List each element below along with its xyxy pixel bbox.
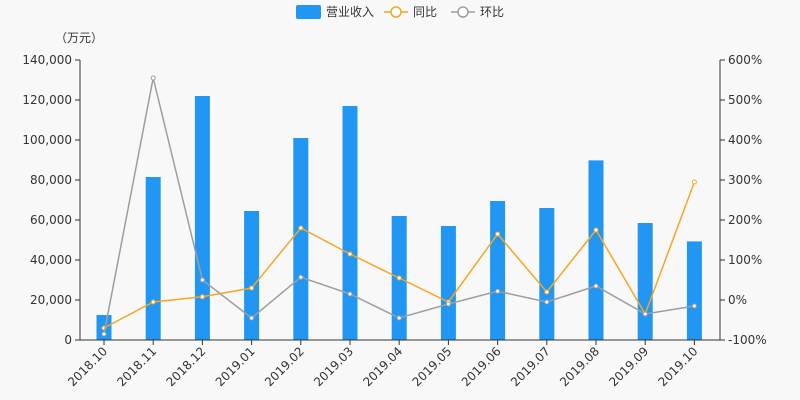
- mom-point: [298, 274, 304, 280]
- yoy-point: [396, 275, 402, 281]
- bar: [194, 96, 210, 340]
- mom-point: [199, 277, 205, 283]
- mom-point: [101, 331, 107, 337]
- mom-point: [544, 299, 550, 305]
- left-axis-tick-label: 140,000: [22, 53, 72, 67]
- mom-point: [249, 315, 255, 321]
- legend-marker-mom: [457, 6, 469, 18]
- bar: [440, 226, 456, 340]
- x-axis-tick-label: 2019.07: [508, 344, 553, 389]
- legend-label-revenue: 营业收入: [326, 5, 374, 19]
- bar: [637, 223, 653, 340]
- x-axis-tick-label: 2019.03: [311, 344, 356, 389]
- x-axis-tick-label: 2019.10: [656, 344, 701, 389]
- yoy-point: [347, 251, 353, 257]
- yoy-point: [150, 299, 156, 305]
- mom-point: [396, 315, 402, 321]
- yoy-point: [593, 227, 599, 233]
- x-axis-tick-label: 2019.01: [213, 344, 258, 389]
- x-axis-tick-label: 2019.08: [557, 344, 602, 389]
- mom-point: [347, 291, 353, 297]
- left-axis: 0 20,000 40,000 60,000 80,000 100,000 120,000 1…: [22, 53, 81, 347]
- x-axis-tick-label: 2019.02: [262, 344, 307, 389]
- mom-point: [445, 301, 451, 307]
- x-axis-tick-label: 2019.05: [410, 344, 455, 389]
- legend-bar-swatch: [296, 5, 321, 19]
- x-axis-tick-label: 2018.12: [164, 344, 209, 389]
- right-axis-tick-label: 600%: [728, 53, 762, 67]
- yoy-point: [298, 225, 304, 231]
- left-axis-tick-label: 0: [64, 333, 72, 347]
- bar: [588, 160, 604, 340]
- bar: [145, 177, 161, 340]
- yoy-point: [495, 231, 501, 237]
- mom-point: [593, 283, 599, 289]
- bar: [293, 138, 309, 340]
- mom-point: [642, 311, 648, 317]
- left-axis-tick-label: 60,000: [30, 213, 72, 227]
- yoy-point: [249, 285, 255, 291]
- legend-marker-yoy: [390, 6, 402, 18]
- right-axis-tick-label: 400%: [728, 133, 762, 147]
- line-series: [101, 75, 697, 337]
- bar: [686, 241, 702, 340]
- left-axis-tick-label: 100,000: [22, 133, 72, 147]
- right-axis-tick-label: 100%: [728, 253, 762, 267]
- right-axis-tick-label: 500%: [728, 93, 762, 107]
- mom-point: [691, 303, 697, 309]
- mom-point: [495, 288, 501, 294]
- right-axis-tick-label: 200%: [728, 213, 762, 227]
- legend-label-yoy: 同比: [413, 5, 437, 19]
- x-axis-tick-label: 2018.11: [114, 344, 159, 389]
- x-axis-tick-label: 2018.10: [65, 344, 110, 389]
- x-axis-tick-label: 2019.04: [360, 344, 405, 389]
- right-axis-tick-label: -100%: [728, 333, 767, 347]
- bar: [244, 211, 260, 340]
- yoy-point: [544, 289, 550, 295]
- bar: [490, 201, 506, 340]
- right-axis: -100% 0% 100% 200% 300% 400% 500% 600%: [719, 53, 767, 347]
- left-axis-tick-label: 80,000: [30, 173, 72, 187]
- right-axis-tick-label: 0%: [728, 293, 747, 307]
- yoy-point: [199, 294, 205, 300]
- x-axis: 2018.10 2018.11 2018.12 2019.01 2019.02 2019.…: [65, 339, 720, 389]
- legend: 营业收入 同比 环比: [296, 5, 504, 19]
- left-axis-tick-label: 40,000: [30, 253, 72, 267]
- bar: [342, 106, 358, 340]
- left-axis-tick-label: 120,000: [22, 93, 72, 107]
- legend-label-mom: 环比: [480, 5, 504, 19]
- left-axis-tick-label: 20,000: [30, 293, 72, 307]
- x-axis-tick-label: 2019.09: [606, 344, 651, 389]
- unit-label: （万元）: [55, 31, 103, 45]
- mom-point: [150, 75, 156, 81]
- x-axis-tick-label: 2019.06: [459, 344, 504, 389]
- yoy-point: [691, 179, 697, 185]
- bar: [539, 208, 555, 340]
- right-axis-tick-label: 300%: [728, 173, 762, 187]
